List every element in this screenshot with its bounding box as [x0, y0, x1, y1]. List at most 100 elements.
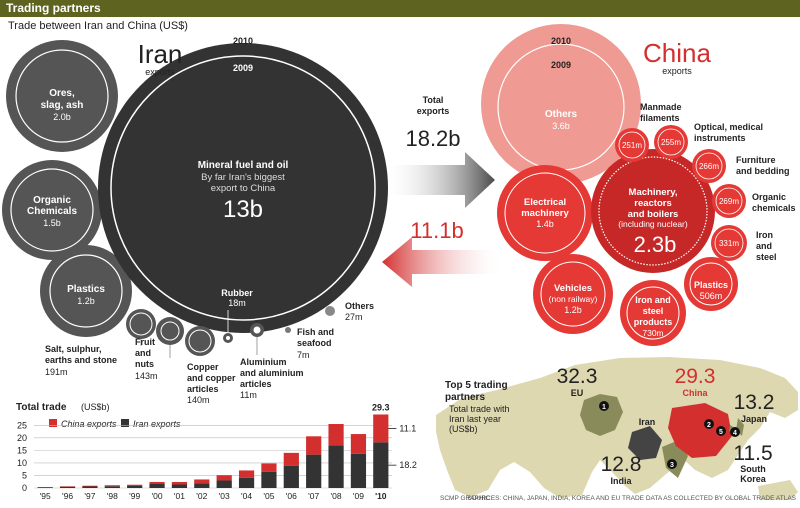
china-machinery-value: 2.3b: [634, 232, 677, 257]
map-iran-region: [628, 426, 662, 460]
iran-copper-label-1: Copper: [187, 362, 219, 372]
chart-bar-iran: [238, 477, 255, 488]
chart-x-tick-label: '04: [241, 491, 252, 501]
china-ironsteel-products-label-2: steel: [643, 306, 664, 316]
china-plastics-value: 506m: [700, 291, 723, 301]
chart-bar-iran: [350, 453, 367, 488]
india-rank: 3: [670, 462, 674, 469]
china-ironsteel-label-3: steel: [756, 252, 777, 262]
china-machinery-bubble-ring: [598, 156, 708, 266]
iran-organic-label-1: Organic: [33, 195, 71, 206]
chart-annotation-total: 29.3: [372, 402, 390, 412]
iran-copper-label-3: articles: [187, 384, 219, 394]
china-manmade-bubble: [615, 128, 649, 162]
chart-y-tick-label: 20: [17, 433, 27, 443]
china-plastics-label: Plastics: [694, 280, 728, 290]
iran-plastics-bubble-ring: [49, 254, 123, 328]
china-manmade-value: 251m: [622, 141, 642, 150]
partners-desc-2: Iran last year: [449, 414, 501, 424]
iran-rubber-bubble-dot: [226, 336, 230, 340]
chart-x-tick-label: '06: [286, 491, 297, 501]
partners-title-1: Top 5 trading: [445, 380, 508, 391]
iran-year-2010: 2010: [233, 36, 253, 46]
china-bubbles: 2010 2009 Others 3.6b China exports Elec…: [481, 24, 796, 346]
chart-x-tick-label: '95: [40, 491, 51, 501]
china-ironsteel-bubble-ring: [714, 228, 744, 258]
chart-bar-iran: [194, 483, 210, 488]
chart-x-tick-label: '02: [196, 491, 207, 501]
chart-y-tick-label: 25: [17, 420, 27, 430]
map-landmass-australia: [758, 480, 798, 500]
chart-x-tick-label: '05: [263, 491, 274, 501]
china-organic-label-1: Organic: [752, 192, 786, 202]
china-electrical-label-1: Electrical: [524, 197, 566, 208]
iran-rubber-label: Rubber: [221, 288, 253, 298]
china-ironsteel-products-label-3: products: [634, 317, 673, 327]
chart-x-tick-label: '96: [62, 491, 73, 501]
china-furniture-label-2: and bedding: [736, 166, 790, 176]
chart-x-tick-label: '03: [219, 491, 230, 501]
iran-fuel-label-2: By far Iran's biggest: [201, 172, 285, 183]
iran-plastics-value: 1.2b: [77, 296, 95, 306]
china-electrical-bubble: [497, 165, 593, 261]
iran-fish-label-1: Fish and: [297, 327, 334, 337]
china-furniture-bubble-ring: [695, 152, 723, 180]
china-electrical-label-2: machinery: [521, 208, 569, 219]
china-ironsteel-products-label-1: Iron and: [635, 295, 671, 305]
china-title: China: [643, 38, 711, 68]
china-plastics-bubble: [684, 257, 738, 311]
iran-aluminium-bubble-dot: [253, 326, 261, 334]
china-total-value: 18.2b: [405, 126, 460, 151]
iran-aluminium-label-1: Aluminium: [240, 357, 287, 367]
chart-y-tick-label: 10: [17, 458, 27, 468]
china-ironsteel-products-bubble-ring: [626, 286, 680, 340]
chart-bar-iran: [216, 480, 232, 488]
korea-value: 11.5: [733, 442, 772, 465]
china-furniture-label-1: Furniture: [736, 155, 776, 165]
china-optical-label-1: Optical, medical: [694, 122, 763, 132]
chart-bar-china: [306, 436, 322, 455]
trade-flows: Total exports 18.2b 11.1b: [382, 95, 500, 287]
iran-plastics-label: Plastics: [67, 284, 105, 295]
iran-year-2009: 2009: [233, 63, 253, 73]
china-furniture-bubble: [692, 149, 726, 183]
iran-salt-value: 191m: [45, 367, 68, 377]
chart-y-tick-label: 15: [17, 445, 27, 455]
china-machinery-label-4: (including nuclear): [618, 219, 688, 229]
iran-salt-label-1: Salt, sulphur,: [45, 344, 102, 354]
chart-x-tick-label: '09: [353, 491, 364, 501]
china-ironsteel-bubble: [711, 225, 747, 261]
iran-aluminium-label-3: articles: [240, 379, 272, 389]
map-china-region: [668, 403, 732, 458]
china-machinery-bubble: [591, 149, 715, 273]
chart-x-tick-label: '98: [107, 491, 118, 501]
partners-title-2: partners: [445, 392, 485, 403]
china-others-label: Others: [545, 109, 578, 120]
india-rank-badge: [667, 459, 677, 469]
china-electrical-value: 1.4b: [536, 219, 554, 229]
iran-aluminium-value: 11m: [240, 390, 257, 400]
chart-bar-china: [149, 481, 165, 484]
chart-x-tick-label: '07: [308, 491, 319, 501]
chart-x-tick-label: '97: [84, 491, 95, 501]
korea-rank: 5: [719, 429, 723, 436]
china-organic-bubble: [712, 184, 746, 218]
china-sub: exports: [662, 66, 692, 76]
total-exports-label-2: exports: [417, 106, 450, 116]
eu-value: 32.3: [557, 365, 598, 388]
chart-bar-iran: [373, 442, 389, 488]
china-electrical-bubble-ring: [504, 172, 586, 254]
chart-x-tick-label: '00: [152, 491, 163, 501]
china-vehicles-bubble: [533, 254, 613, 334]
china-organic-value: 269m: [719, 197, 739, 206]
iran-ores-label-1: Ores,: [49, 88, 75, 99]
china-vehicles-label-1: Vehicles: [554, 283, 592, 294]
china-ironsteel-label-1: Iron: [756, 230, 773, 240]
legend-china-label: China exports: [61, 419, 117, 429]
arrow-iran-to-china: [388, 152, 495, 208]
chart-annotation-china: 11.1: [399, 423, 416, 433]
partners-desc-3: (US$b): [449, 424, 478, 434]
chart-bar-china: [104, 485, 120, 487]
korea-rank-badge: [716, 426, 726, 436]
